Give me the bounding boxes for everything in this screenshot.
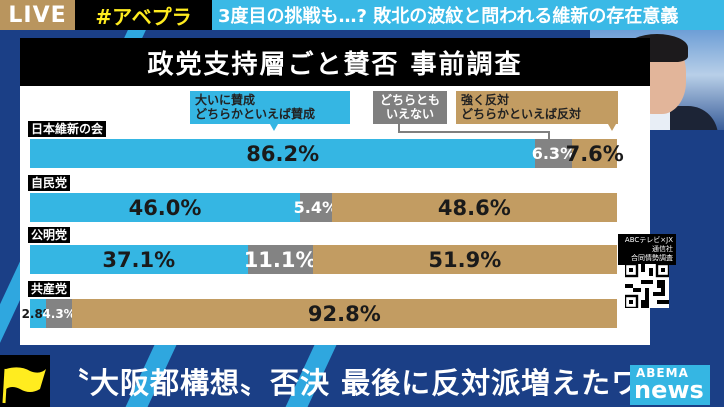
chart-panel: 政党支持層ごと賛否 事前調査 大いに賛成 どちらかといえば賛成 どちらとも いえ… (20, 38, 676, 345)
bar-ldp: 46.0% 5.4% 48.6% (30, 193, 617, 222)
legend-neutral-connector (398, 124, 400, 133)
bar-segment-oppose: 7.6% (566, 139, 624, 168)
legend-approve-line2: どちらかといえば賛成 (195, 107, 316, 121)
party-label-ldp: 自民党 (28, 175, 71, 191)
source-line1: ABCテレビ×JX通信社 (624, 236, 673, 253)
bar-segment-oppose: 51.9% (312, 245, 617, 274)
bottom-caption: 〝大阪都構想〟否決 最後に反対派増えたワケ (60, 366, 672, 400)
legend-oppose-line2: どちらかといえば反対 (461, 107, 582, 121)
legend-neutral: どちらとも いえない (373, 91, 447, 124)
abema-logo-bottom: news (634, 376, 704, 404)
legend-neutral-line1: どちらとも (379, 93, 440, 107)
legend-approve-line1: 大いに賛成 (195, 93, 256, 107)
qr-code-icon (623, 262, 671, 310)
bar-segment-neutral: 11.1% (244, 245, 317, 274)
abema-news-logo: ABEMA news (630, 365, 710, 405)
legend-oppose-line1: 強く反対 (461, 93, 510, 107)
live-badge: LIVE (0, 0, 75, 30)
legend-neutral-line2: いえない (385, 107, 434, 121)
chart-title: 政党支持層ごと賛否 事前調査 (20, 38, 650, 86)
bar-segment-oppose: 92.8% (71, 299, 617, 328)
bar-segment-oppose: 48.6% (331, 193, 617, 222)
bar-segment-neutral: 4.3% (42, 299, 76, 328)
party-label-komeito: 公明党 (28, 227, 71, 243)
legend-neutral-connector (398, 131, 550, 133)
legend-approve-pointer (270, 124, 278, 131)
legend-approve: 大いに賛成 どちらかといえば賛成 (190, 91, 350, 124)
bottom-banner: 〝大阪都構想〟否決 最後に反対派増えたワケ ABEMA news (0, 355, 724, 407)
bar-segment-approve: 46.0% (30, 193, 301, 222)
source-line2: 合同情勢調査 (631, 254, 673, 262)
party-label-ishin: 日本維新の会 (28, 121, 107, 137)
top-bar: LIVE #アベプラ 3度目の挑戦も…? 敗北の波紋と問われる維新の存在意義 (0, 0, 724, 30)
legend-neutral-connector (548, 131, 550, 140)
flag-icon (0, 355, 50, 407)
legend-oppose-pointer (608, 124, 616, 131)
headline-ticker: 3度目の挑戦も…? 敗北の波紋と問われる維新の存在意義 (212, 0, 724, 30)
party-label-jcp: 共産党 (28, 281, 71, 297)
abema-logo-top: ABEMA (636, 366, 689, 380)
bar-segment-approve: 37.1% (30, 245, 248, 274)
hashtag-label: #アベプラ (75, 0, 212, 30)
bar-segment-neutral: 6.3% (532, 139, 576, 168)
bar-ishin: 86.2% 6.3% 7.6% (30, 139, 624, 168)
bar-segment-approve: 86.2% (30, 139, 536, 168)
bar-komeito: 37.1% 11.1% 51.9% (30, 245, 617, 274)
source-credit: ABCテレビ×JX通信社 合同情勢調査 (618, 234, 676, 265)
bar-jcp: 2.8% 4.3% 92.8% (22, 299, 617, 328)
bar-segment-neutral: 5.4% (294, 193, 338, 222)
legend-oppose: 強く反対 どちらかといえば反対 (456, 91, 618, 124)
